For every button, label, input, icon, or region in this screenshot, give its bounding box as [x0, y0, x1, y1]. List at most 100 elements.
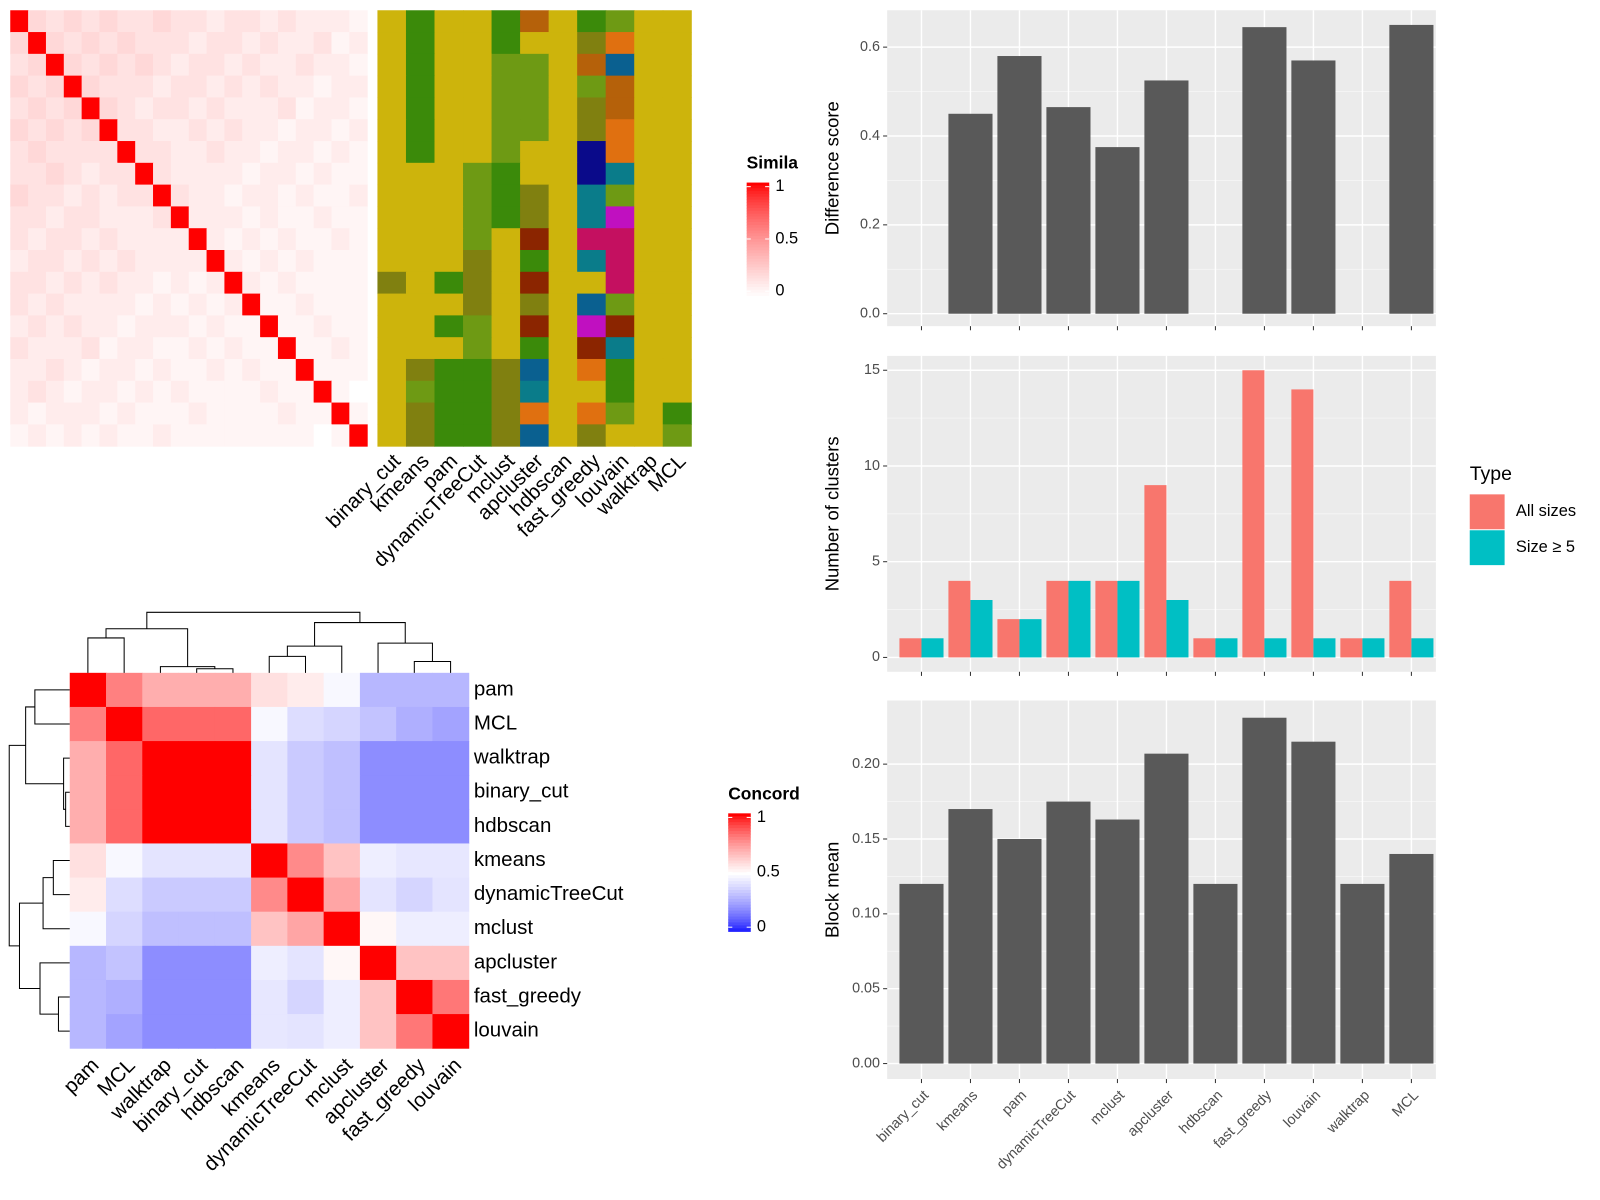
cluster-cell	[577, 358, 607, 382]
heatmap-cell	[313, 184, 332, 207]
heatmap-cell	[349, 32, 368, 55]
heatmap-cell	[287, 877, 325, 913]
legend-gradient	[746, 281, 770, 285]
heatmap-cell	[214, 877, 252, 913]
heatmap-cell	[63, 119, 83, 142]
cluster-cell	[491, 380, 521, 404]
cluster-cell	[463, 184, 493, 207]
legend-key	[1469, 530, 1505, 566]
cluster-cell	[577, 53, 607, 77]
cluster-cell	[377, 32, 407, 55]
heatmap-cell	[178, 979, 216, 1015]
heatmap-cell	[106, 945, 143, 981]
heatmap-cell	[242, 162, 261, 186]
x-tick-label: pam	[999, 1088, 1030, 1119]
heatmap-cell	[313, 358, 332, 382]
heatmap-cell	[28, 315, 47, 338]
heatmap-cell	[260, 271, 279, 295]
heatmap-cell	[331, 337, 350, 360]
heatmap-cell	[170, 32, 190, 55]
heatmap-cell	[224, 250, 243, 273]
heatmap-cell	[28, 271, 47, 295]
cluster-cell	[463, 75, 493, 98]
bar	[899, 883, 944, 1064]
legend-gradient	[728, 816, 751, 820]
heatmap-cell	[224, 184, 243, 207]
y-axis-label: Difference score	[822, 101, 843, 235]
heatmap-cell	[117, 228, 136, 251]
heatmap-cell	[135, 141, 154, 164]
legend-gradient	[746, 202, 770, 206]
heatmap-cell	[69, 775, 107, 810]
cluster-cell	[634, 141, 664, 164]
heatmap-cell	[260, 206, 279, 229]
legend-gradient	[746, 191, 770, 195]
legend-gradient	[728, 857, 751, 862]
cluster-cell	[577, 315, 607, 338]
legend-tick-label: 0.5	[757, 863, 780, 881]
heatmap-cell	[432, 809, 470, 844]
heatmap-cell	[432, 945, 470, 981]
heatmap-cell	[432, 979, 470, 1015]
y-axis-label: Block mean	[822, 842, 843, 938]
heatmap-cell	[45, 271, 65, 295]
heatmap-cell	[117, 75, 136, 98]
heatmap-cell	[260, 119, 279, 142]
legend-gradient	[746, 278, 770, 282]
heatmap-cell	[349, 315, 368, 338]
legend-gradient	[746, 286, 770, 291]
y-tick-label: 10	[864, 458, 880, 474]
legend-gradient	[746, 264, 770, 268]
heatmap-cell	[206, 402, 225, 425]
cluster-cell	[662, 337, 692, 360]
heatmap-cell	[188, 358, 208, 382]
cluster-cell	[491, 315, 521, 338]
heatmap-cell	[277, 162, 297, 186]
legend-gradient	[728, 851, 751, 856]
cluster-cell	[463, 97, 493, 120]
cluster-cell	[377, 424, 407, 447]
heatmap-cell	[214, 911, 252, 947]
heatmap-cell	[63, 141, 83, 164]
heatmap-cell	[135, 271, 154, 295]
heatmap-cell	[28, 75, 47, 98]
heatmap-cell	[153, 10, 172, 33]
legend-gradient	[746, 255, 770, 260]
heatmap-cell	[313, 162, 332, 186]
heatmap-cell	[10, 119, 29, 142]
y-tick-label: 15	[864, 362, 880, 378]
heatmap-cell	[295, 402, 315, 425]
legend-gradient	[728, 916, 751, 921]
heatmap-cell	[170, 250, 190, 273]
legend-tick-label: 0.5	[775, 229, 798, 247]
legend-gradient	[746, 188, 770, 192]
cluster-cell	[405, 119, 436, 142]
heatmap-cell	[99, 358, 118, 382]
heatmap-cell	[188, 32, 208, 55]
cluster-cell	[520, 10, 550, 33]
cluster-cell	[405, 32, 436, 55]
heatmap-cell	[28, 337, 47, 360]
bar	[1411, 638, 1434, 658]
heatmap-cell	[260, 10, 279, 33]
cluster-cell	[662, 162, 692, 186]
heatmap-cell	[295, 206, 315, 229]
heatmap-cell	[396, 775, 433, 810]
heatmap-cell	[99, 32, 118, 55]
legend-gradient	[746, 272, 770, 277]
cluster-cell	[577, 184, 607, 207]
column-label: pam	[59, 1054, 103, 1098]
heatmap-cell	[188, 53, 208, 77]
heatmap-cell	[10, 402, 29, 425]
cluster-cell	[520, 424, 550, 447]
heatmap-cell	[45, 162, 65, 186]
bar	[1046, 107, 1091, 314]
heatmap-cell	[313, 75, 332, 98]
heatmap-cell	[331, 250, 350, 273]
heatmap-cell	[287, 706, 325, 742]
heatmap-cell	[331, 75, 350, 98]
legend-gradient	[728, 887, 751, 891]
heatmap-cell	[135, 162, 154, 186]
cluster-cell	[577, 337, 607, 360]
heatmap-cell	[359, 706, 397, 742]
